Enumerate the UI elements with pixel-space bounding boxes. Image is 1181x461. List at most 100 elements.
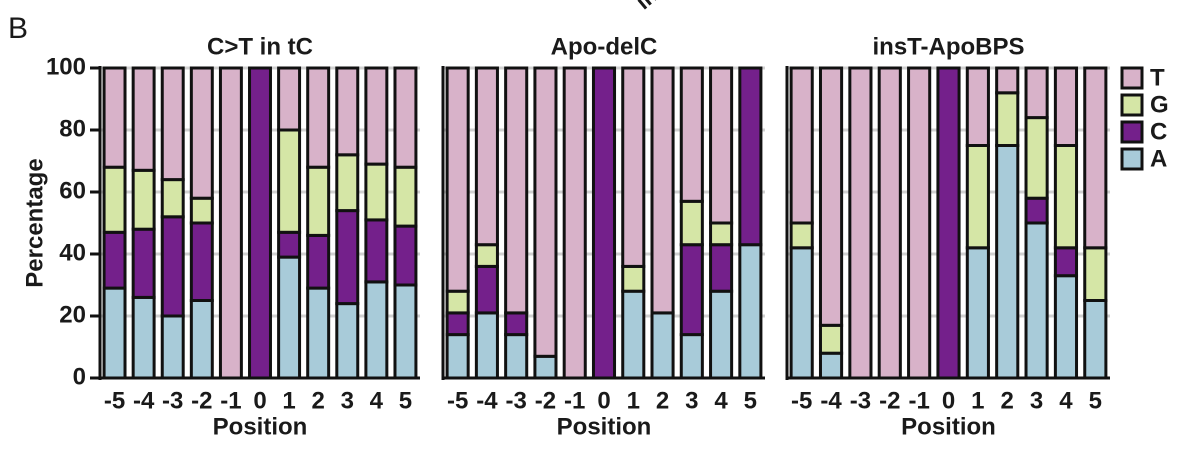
bar-segment [393,66,418,169]
y-tick-label: 20 [59,301,86,328]
x-tick-label: -5 [104,387,125,414]
bar-segment [364,218,389,284]
bar-segment [818,66,844,327]
x-tick-label: 0 [597,387,610,414]
bar-segment [160,178,185,219]
bar-segment [818,323,844,355]
bar-segment [102,286,127,380]
chart-title: Apo-delC [551,33,658,60]
bar-segment [445,333,470,380]
bar-segment [364,162,389,222]
bar-segment [965,144,990,250]
x-tick-label: -5 [447,387,468,414]
y-tick-label: 0 [73,363,86,390]
legend-label: C [1150,118,1167,145]
bar-segment [907,66,932,380]
bar-segment [591,66,617,380]
bar-segment [621,264,646,293]
bar-segment [306,233,331,290]
x-tick-label: 2 [656,387,669,414]
x-tick-label: 4 [714,387,728,414]
bar-segment [131,66,156,172]
bar-segment [533,354,558,380]
x-tick-label: -2 [879,387,900,414]
bar-segment [504,311,529,337]
legend-label: G [1150,91,1169,118]
legend-swatch [1120,120,1144,144]
x-tick-label: -1 [908,387,929,414]
bar-segment [131,227,156,299]
bar-segment [1053,66,1079,147]
bar-segment [445,66,470,293]
bar-segment [1024,116,1049,200]
bar-segment [679,243,704,337]
x-tick-label: 0 [253,387,266,414]
bar-segment [995,66,1020,95]
bar-segment [1024,196,1049,225]
y-axis-label: Percentage [21,158,48,287]
x-tick-label: 5 [1089,387,1102,414]
bar-segment [789,221,814,250]
bar-segment [1083,246,1108,303]
bar-segment [877,66,902,380]
x-tick-label: 4 [370,387,384,414]
x-tick-label: 5 [399,387,412,414]
y-tick-label: 60 [59,177,86,204]
annotation: in [631,0,662,14]
bar-segment [102,165,127,234]
x-tick-label: -5 [791,387,812,414]
bar-segment [277,230,302,259]
bar-segment [709,221,734,247]
bar-segment [995,144,1020,380]
bar-segment [335,66,360,157]
x-tick-label: 2 [1001,387,1014,414]
bar-segment [679,199,704,247]
bar-segment [131,168,156,231]
bar-segment [936,66,961,380]
bar-segment [189,299,214,380]
bar-segment [562,66,587,380]
x-tick-label: -2 [191,387,212,414]
bar-segment [709,243,734,293]
bar-segment [533,66,558,358]
bar-segment [102,230,127,290]
bar-segment [965,246,990,380]
bar-segment [306,165,331,237]
bar-segment [393,283,418,380]
y-tick-label: 100 [46,53,86,80]
bar-segment [789,246,814,380]
x-tick-label: 1 [627,387,640,414]
bar-segment [335,302,360,380]
panel-label: B [8,12,28,45]
x-tick-label: -1 [220,387,241,414]
x-tick-label: -3 [850,387,871,414]
x-axis-label: Position [213,413,308,440]
y-tick-label: 40 [59,239,86,266]
bar-segment [1053,246,1079,278]
chart-title: insT-ApoBPS [872,33,1024,60]
bar-segment [709,289,734,380]
bar-segment [335,153,360,213]
bar-segment [189,196,214,225]
bar-segment [445,289,470,315]
x-tick-label: 1 [971,387,984,414]
bar-segment [277,128,302,234]
bar-segment [1024,221,1049,380]
bar-segment [364,66,389,166]
bar-segment [474,66,499,247]
x-tick-label: -1 [564,387,585,414]
bar-segment [306,66,331,169]
bar-segment [306,286,331,380]
bar-segment [393,165,418,228]
bar-segment [1053,144,1079,250]
bar-segment [364,280,389,380]
bar-segment [277,255,302,380]
bar-segment [738,66,763,247]
bar-segment [818,351,844,380]
bar-segment [679,66,704,203]
bar-segment [650,66,675,315]
bar-segment [995,91,1020,148]
bar-segment [1083,299,1108,380]
bar-segment [474,311,499,380]
bar-segment [965,66,990,147]
